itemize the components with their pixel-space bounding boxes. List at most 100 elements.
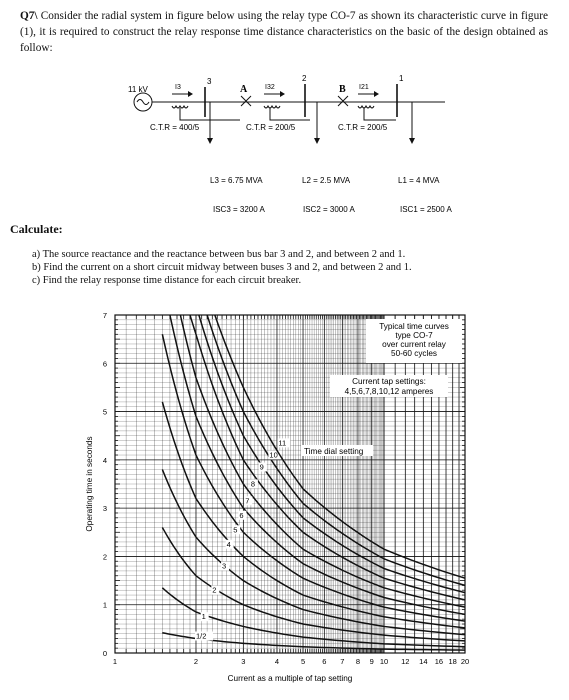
curve-label-bg xyxy=(238,510,247,520)
x-tick-label: 3 xyxy=(241,657,245,666)
chart-title-line: 50-60 cycles xyxy=(391,349,437,358)
y-tick-label: 6 xyxy=(103,359,107,368)
curve-label-bg xyxy=(249,479,258,489)
calculate-list: a) The source reactance and the reactanc… xyxy=(32,248,412,287)
time-dial-curve xyxy=(206,314,466,587)
ctr-label: C.T.R = 400/5 xyxy=(150,123,200,132)
fault-current-isc3: ISC3 = 3200 A xyxy=(213,205,265,214)
curve-label-bg xyxy=(211,585,220,595)
x-tick-label: 6 xyxy=(322,657,326,666)
source-voltage-label: 11 kV xyxy=(128,85,149,94)
fault-current-isc1: ISC1 = 2500 A xyxy=(400,205,452,214)
bus-number-3: 3 xyxy=(207,77,212,86)
curve-label: 7 xyxy=(245,496,249,505)
y-tick-label: 3 xyxy=(103,504,107,513)
curve-label: 8 xyxy=(251,479,255,488)
curve-label-bg xyxy=(225,539,234,549)
ctr-label: C.T.R = 200/5 xyxy=(246,123,296,132)
time-dial-curve xyxy=(169,314,466,616)
curve-label-bg xyxy=(232,525,241,535)
time-dial-curve xyxy=(161,527,466,642)
curve-label-bg xyxy=(258,462,267,472)
y-tick-label: 4 xyxy=(103,456,107,465)
y-tick-label: 7 xyxy=(103,311,107,320)
curve-label: 1/2 xyxy=(196,632,206,641)
ct-coil-icon xyxy=(357,104,375,109)
curve-label: 6 xyxy=(239,511,243,520)
x-tick-label: 20 xyxy=(461,657,469,666)
chart-title-line: over current relay xyxy=(382,340,447,349)
x-tick-label: 12 xyxy=(401,657,409,666)
curve-label-bg xyxy=(277,438,291,448)
time-dial-curve xyxy=(162,631,466,651)
load-label-l3: L3 = 6.75 MVA xyxy=(210,176,263,185)
tap-settings-line: 4,5,6,7,8,10,12 amperes xyxy=(345,387,434,396)
x-tick-label: 1 xyxy=(113,657,117,666)
x-tick-label: 5 xyxy=(301,657,305,666)
load-label-l1: L1 = 4 MVA xyxy=(398,176,440,185)
current-label-i21: I21 xyxy=(359,84,369,91)
x-tick-label: 2 xyxy=(194,657,198,666)
tap-settings-box: Current tap settings: 4,5,6,7,8,10,12 am… xyxy=(330,375,448,397)
time-dial-curve xyxy=(189,314,466,601)
x-axis-label: Current as a multiple of tap setting xyxy=(228,674,353,683)
time-dial-curve xyxy=(161,469,466,636)
y-axis-label: Operating time in seconds xyxy=(85,436,94,531)
curve-label: 4 xyxy=(227,540,231,549)
current-label-i32: I32 xyxy=(265,84,275,91)
chart-frame xyxy=(114,314,466,654)
y-tick-label: 1 xyxy=(103,601,107,610)
breaker-b-icon xyxy=(337,95,349,107)
curve-label-bg xyxy=(244,496,253,506)
bus-number-1: 1 xyxy=(399,74,404,83)
question-number: Q7\ xyxy=(20,10,38,22)
x-tick-label: 14 xyxy=(419,657,427,666)
calculate-item-a: a) The source reactance and the reactanc… xyxy=(32,249,406,260)
time-dial-curve xyxy=(161,401,466,629)
ctr-label: C.T.R = 200/5 xyxy=(338,123,388,132)
x-tick-label: 9 xyxy=(370,657,374,666)
load-label-l2: L2 = 2.5 MVA xyxy=(302,176,351,185)
time-dial-curve xyxy=(214,314,466,579)
curve-label-bg xyxy=(268,450,282,460)
bus-number-2: 2 xyxy=(302,74,307,83)
curve-label: 9 xyxy=(260,463,264,472)
curve-label: 10 xyxy=(269,450,277,459)
fault-current-isc2: ISC2 = 3000 A xyxy=(303,205,355,214)
ct-coil-icon xyxy=(171,104,189,109)
time-dial-curve xyxy=(198,314,466,594)
curve-label-bg xyxy=(221,561,230,571)
breaker-label-a: A xyxy=(240,84,248,95)
time-dial-curve xyxy=(179,314,466,608)
dial-label-box: Time dial setting xyxy=(301,445,373,456)
x-tick-label: 7 xyxy=(340,657,344,666)
x-tick-label: 10 xyxy=(380,657,388,666)
calculate-heading: Calculate: xyxy=(10,222,63,236)
curve-label-bg xyxy=(200,612,209,622)
y-tick-label: 5 xyxy=(103,408,107,417)
chart-title-line: type CO-7 xyxy=(395,331,433,340)
curve-label-bg xyxy=(194,631,213,641)
breaker-a-icon xyxy=(240,95,252,107)
breaker-label-b: B xyxy=(339,84,346,95)
curve-label: 2 xyxy=(212,586,216,595)
time-dial-curve xyxy=(161,334,466,622)
x-tick-label: 16 xyxy=(435,657,443,666)
current-label-i3: I3 xyxy=(175,84,181,91)
curve-label: 1 xyxy=(202,612,206,621)
x-tick-label: 18 xyxy=(449,657,457,666)
ct-coil-icon xyxy=(263,104,281,109)
chart-title-box: Typical time curves type CO-7 over curre… xyxy=(366,319,462,363)
y-tick-label: 0 xyxy=(103,649,107,658)
radial-system-diagram: 11 kV 3 2 1 A B I3 I32 I21 C.T.R = 400/5… xyxy=(128,74,452,214)
time-dial-label: Time dial setting xyxy=(304,447,364,456)
calculate-item-c: c) Find the relay response time distance… xyxy=(32,275,302,286)
curve-label: 5 xyxy=(233,525,237,534)
curve-label: 11 xyxy=(278,438,286,447)
chart-grid xyxy=(114,314,466,654)
x-tick-label: 8 xyxy=(356,657,360,666)
tap-settings-line: Current tap settings: xyxy=(352,377,426,386)
